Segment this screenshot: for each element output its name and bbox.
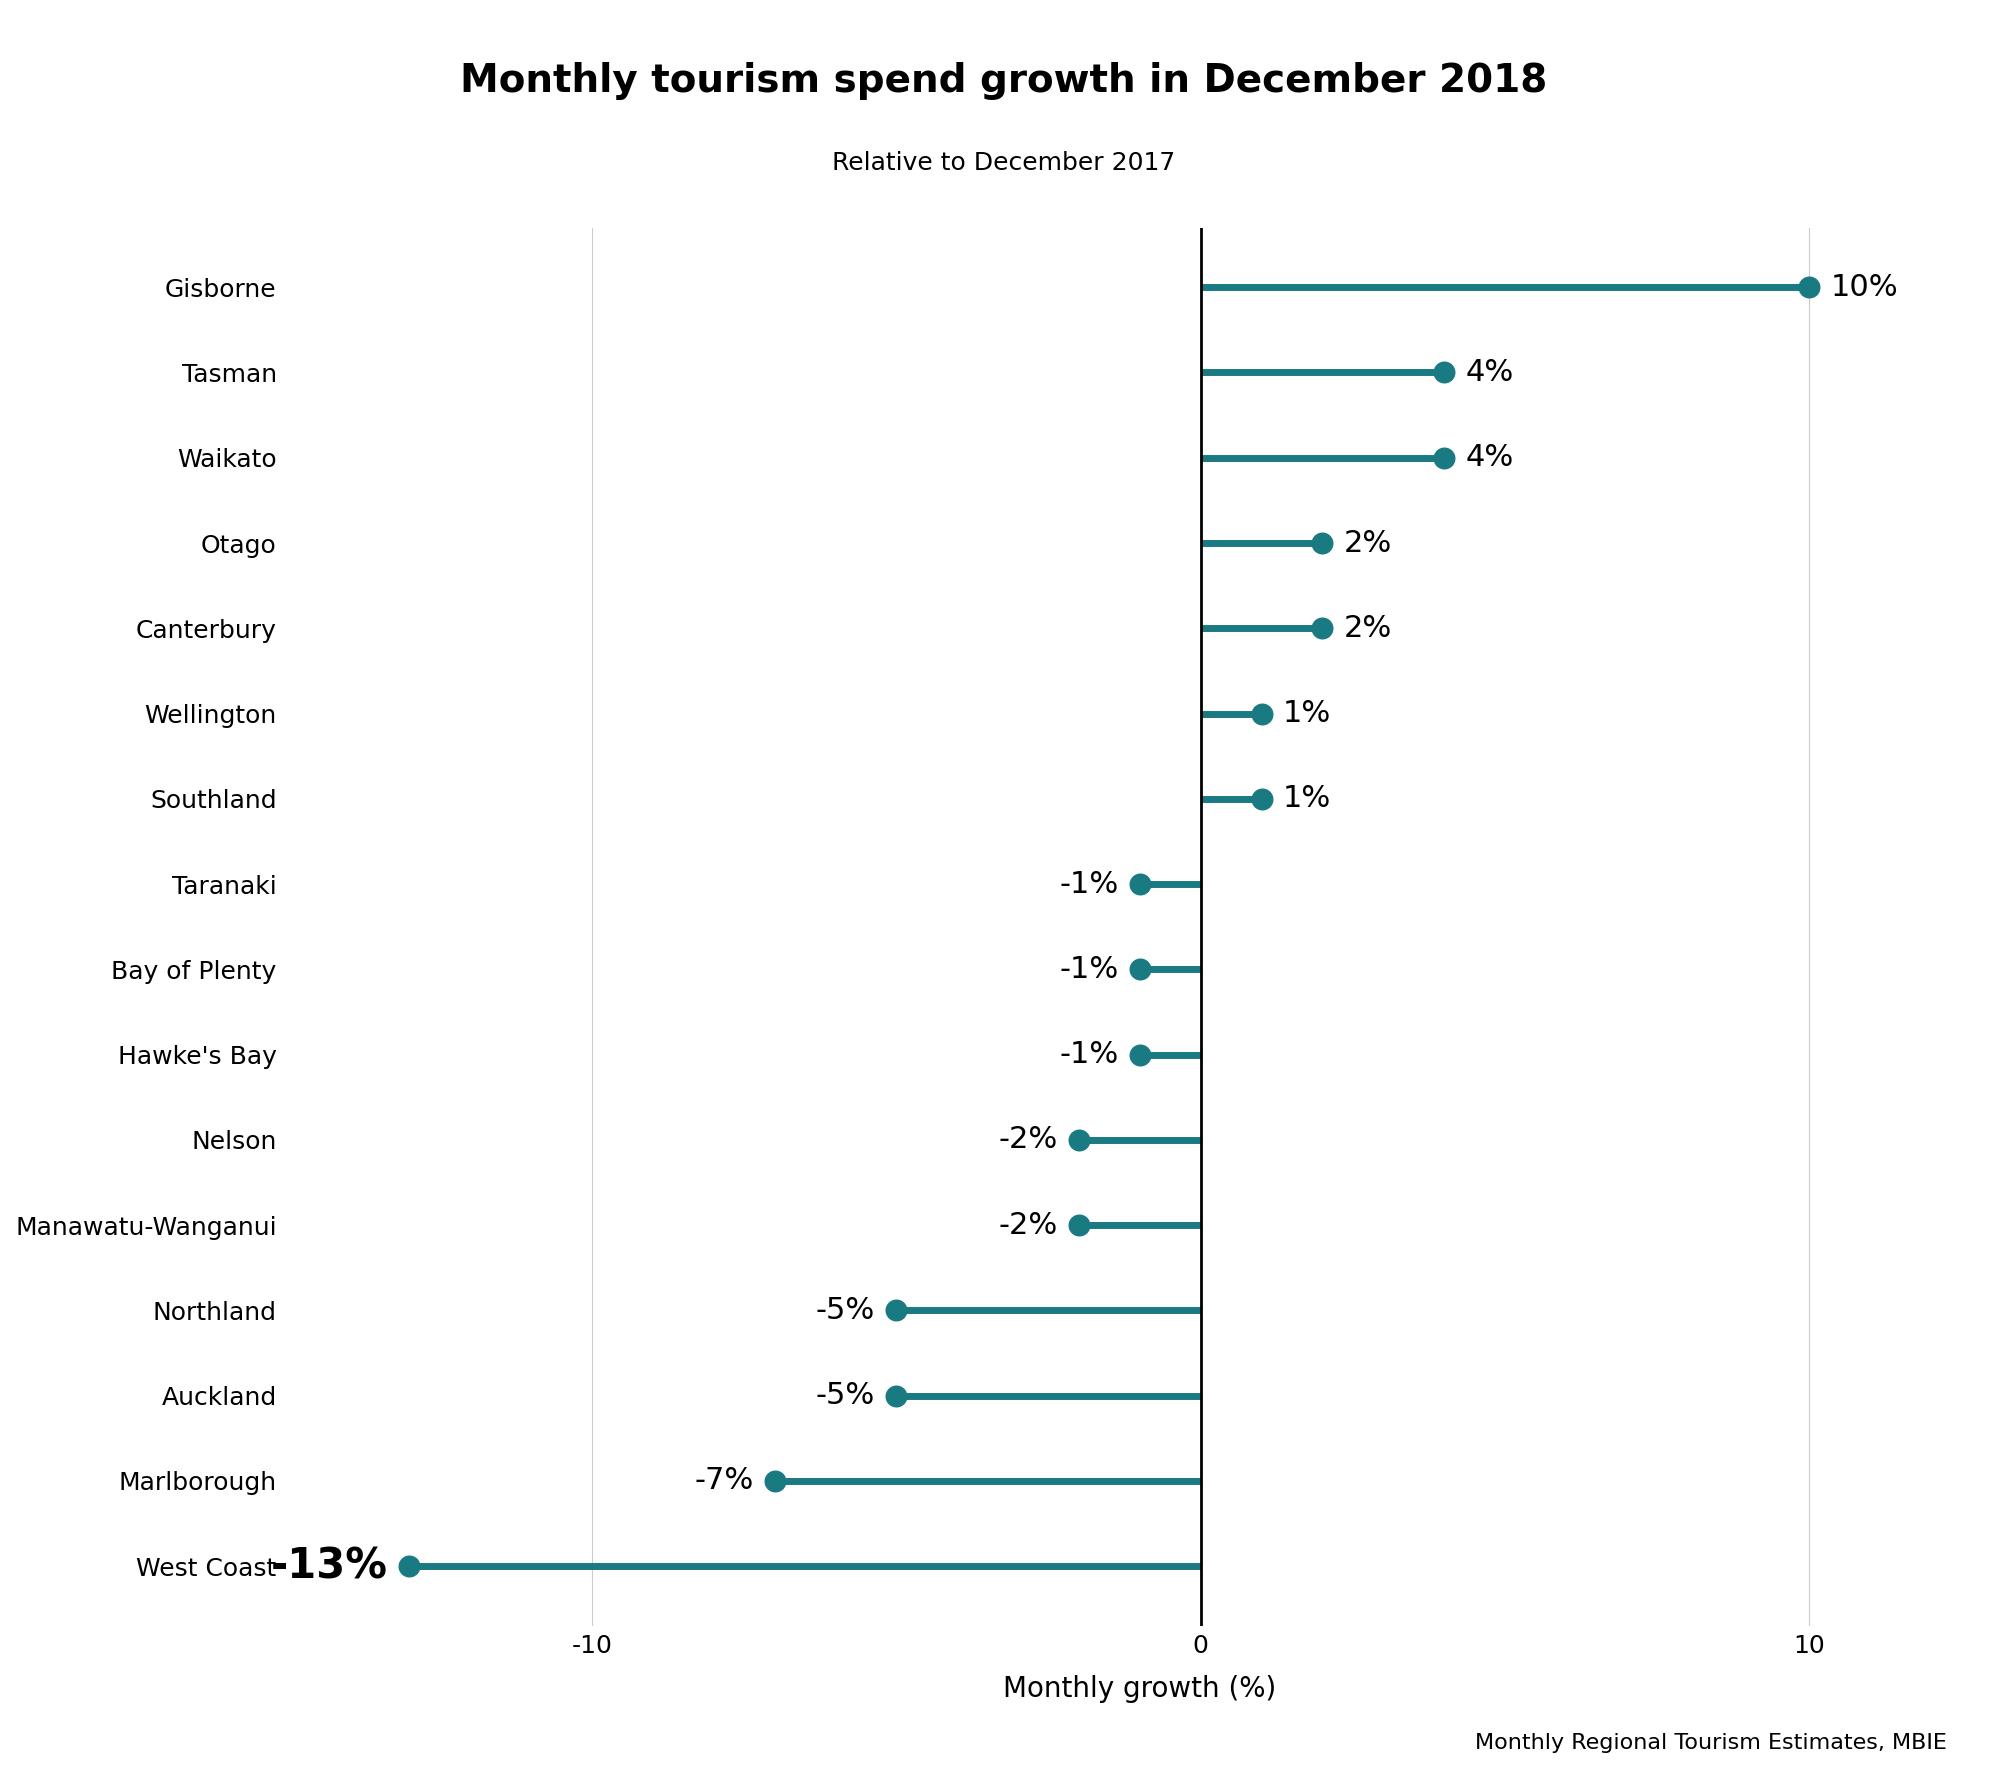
Point xyxy=(393,1551,425,1580)
Text: -2%: -2% xyxy=(997,1125,1058,1155)
Text: -5%: -5% xyxy=(817,1381,875,1410)
Point xyxy=(881,1381,913,1410)
Text: -1%: -1% xyxy=(1060,870,1118,898)
Text: -13%: -13% xyxy=(271,1544,387,1587)
Point xyxy=(1429,358,1461,386)
Text: 2%: 2% xyxy=(1345,615,1393,643)
Point xyxy=(1064,1126,1096,1155)
Text: 1%: 1% xyxy=(1282,700,1331,728)
Text: 4%: 4% xyxy=(1465,358,1513,388)
Point xyxy=(1246,785,1278,813)
Text: -2%: -2% xyxy=(997,1211,1058,1240)
Point xyxy=(1429,443,1461,471)
Text: -7%: -7% xyxy=(694,1466,753,1495)
Point xyxy=(1064,1211,1096,1240)
Text: Monthly tourism spend growth in December 2018: Monthly tourism spend growth in December… xyxy=(460,62,1547,99)
Point xyxy=(1124,870,1156,898)
Point xyxy=(1307,615,1339,643)
Text: -5%: -5% xyxy=(817,1296,875,1325)
Point xyxy=(1124,955,1156,983)
Text: 1%: 1% xyxy=(1282,785,1331,813)
Text: -1%: -1% xyxy=(1060,1040,1118,1070)
X-axis label: Monthly growth (%): Monthly growth (%) xyxy=(1004,1675,1276,1704)
Point xyxy=(759,1466,791,1495)
Point xyxy=(1307,530,1339,558)
Point xyxy=(1246,700,1278,728)
Text: 2%: 2% xyxy=(1345,528,1393,558)
Text: 4%: 4% xyxy=(1465,443,1513,473)
Text: -1%: -1% xyxy=(1060,955,1118,985)
Point xyxy=(881,1296,913,1325)
Point xyxy=(1794,273,1826,301)
Text: Monthly Regional Tourism Estimates, MBIE: Monthly Regional Tourism Estimates, MBIE xyxy=(1475,1734,1947,1753)
Text: Relative to December 2017: Relative to December 2017 xyxy=(831,151,1176,175)
Point xyxy=(1124,1040,1156,1068)
Text: 10%: 10% xyxy=(1830,273,1899,301)
